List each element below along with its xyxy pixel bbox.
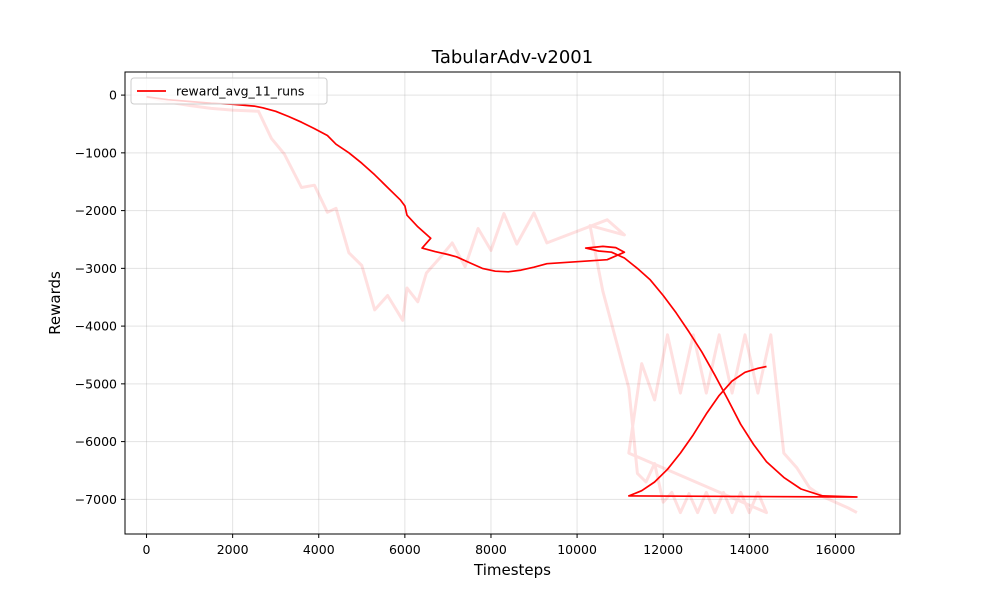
y-tick-label: −1000 [75,145,117,160]
y-tick-label: 0 [109,88,117,103]
y-tick-label: −3000 [75,261,117,276]
raw-rewards-line [146,95,858,515]
grid [125,72,900,534]
chart-title: TabularAdv-v2001 [431,47,593,68]
x-tick-label: 10000 [557,542,597,557]
x-tick-label: 16000 [816,542,856,557]
y-axis-label: Rewards [46,271,64,335]
plot-area [125,72,900,534]
plot-frame [124,71,901,535]
x-tick-label: 2000 [217,542,249,557]
x-tick-label: 12000 [643,542,683,557]
y-tick-label: −6000 [75,434,117,449]
smoothed-rewards-line [146,95,858,498]
raw-series [146,95,858,515]
legend-label: reward_avg_11_runs [176,84,304,99]
x-tick-label: 6000 [389,542,421,557]
legend-box [130,77,328,105]
x-axis: 0 2000 4000 6000 8000 10000 12000 14000 16000 [143,534,856,557]
y-tick-label: −2000 [75,203,117,218]
x-tick-label: 4000 [303,542,335,557]
x-tick-label: 8000 [475,542,507,557]
y-tick-label: −4000 [75,319,117,334]
x-tick-label: 0 [143,542,151,557]
legend: reward_avg_11_runs [130,77,328,105]
x-tick-label: 14000 [729,542,769,557]
y-axis: 0 −1000 −2000 −3000 −4000 −5000 −6000 −7000 [75,88,125,507]
y-tick-label: −5000 [75,376,117,391]
smoothed-series [146,95,858,498]
y-tick-label: −7000 [75,492,117,507]
x-axis-label: Timesteps [473,561,551,579]
